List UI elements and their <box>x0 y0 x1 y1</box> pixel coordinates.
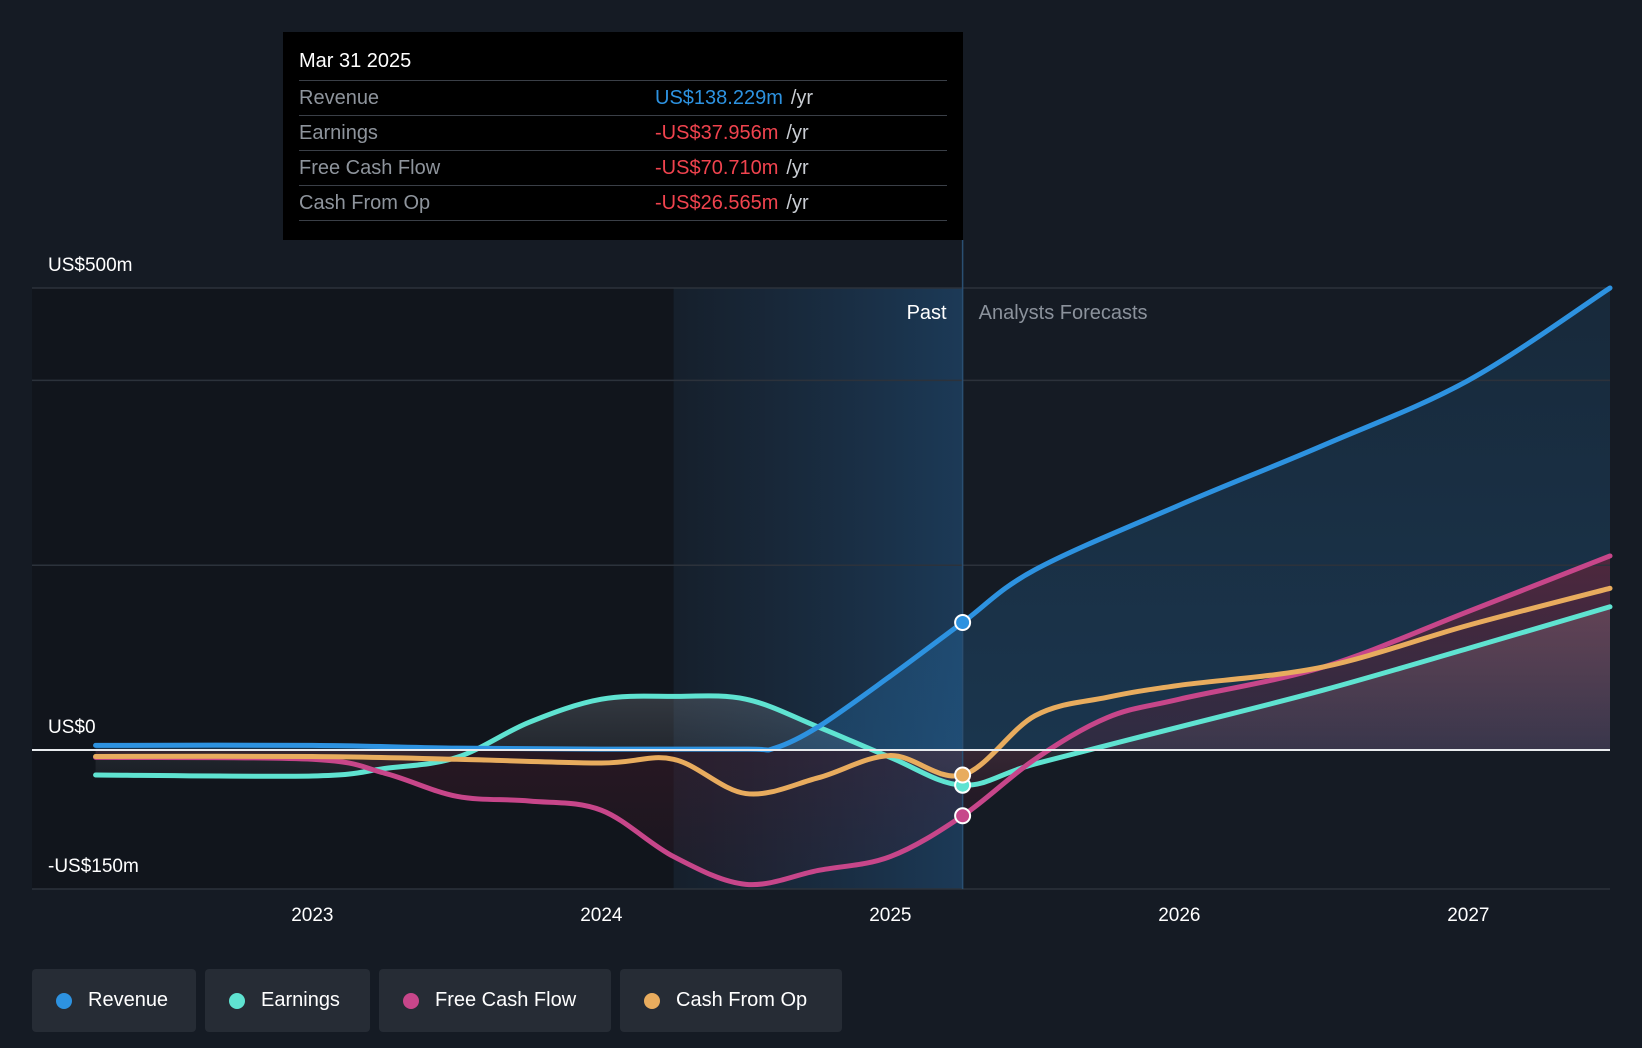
x-tick-label: 2026 <box>1158 905 1200 926</box>
free-cash-flow-marker <box>954 807 972 825</box>
tooltip: Mar 31 2025 Revenue US$138.229m /yr Earn… <box>283 32 963 240</box>
legend-label: Earnings <box>261 989 340 1011</box>
legend-item-earnings[interactable]: Earnings <box>205 969 370 1032</box>
revenue-marker <box>954 613 972 631</box>
x-tick-label: 2027 <box>1447 905 1489 926</box>
series-lines <box>93 285 1613 888</box>
gridlines <box>32 287 1610 890</box>
x-axis-labels: 2023 2024 2025 2026 2027 <box>291 905 1489 926</box>
tooltip-label: Earnings <box>299 122 378 144</box>
tooltip-value: -US$70.710m <box>655 157 779 179</box>
revenue-area <box>95 288 1611 751</box>
tooltip-unit: /yr <box>786 122 809 144</box>
y-tick-label: US$500m <box>48 255 133 276</box>
tooltip-value: -US$37.956m <box>655 122 779 144</box>
legend-label: Revenue <box>88 989 169 1011</box>
tooltip-unit: /yr <box>790 87 814 109</box>
forecast-label: Analysts Forecasts <box>979 302 1148 324</box>
earnings-dot-icon <box>229 992 245 1009</box>
x-tick-label: 2023 <box>291 905 333 926</box>
revenue-line <box>93 285 1613 753</box>
legend: Revenue Earnings Free Cash Flow Cash Fro… <box>32 969 842 1032</box>
y-tick-label: -US$150m <box>48 856 139 877</box>
tooltip-unit: /yr <box>786 192 809 214</box>
tooltip-row-cash-from-op: Cash From Op -US$26.565m /yr <box>299 186 947 221</box>
tooltip-value: US$138.229m <box>655 87 783 109</box>
revenue-dot-icon <box>56 992 72 1009</box>
x-tick-label: 2024 <box>580 905 623 926</box>
tooltip-row-free-cash-flow: Free Cash Flow -US$70.710m /yr <box>299 151 947 186</box>
legend-item-revenue[interactable]: Revenue <box>32 969 196 1032</box>
free-cash-flow-dot-icon <box>403 992 419 1009</box>
cash-from-op-line <box>93 585 1613 797</box>
x-tick-label: 2025 <box>869 905 911 926</box>
negative-area <box>95 555 1611 885</box>
tooltip-label: Free Cash Flow <box>299 157 441 179</box>
tooltip-label: Cash From Op <box>299 192 431 214</box>
tooltip-row-revenue: Revenue US$138.229m /yr <box>299 81 947 116</box>
tooltip-label: Revenue <box>299 87 380 109</box>
legend-label: Free Cash Flow <box>435 989 577 1011</box>
cash-from-op-dot-icon <box>644 992 660 1009</box>
tooltip-value: -US$26.565m <box>655 192 779 214</box>
tooltip-markers <box>954 613 972 825</box>
tooltip-row-earnings: Earnings -US$37.956m /yr <box>299 116 947 151</box>
tooltip-date: Mar 31 2025 <box>299 46 947 81</box>
past-label: Past <box>907 302 947 324</box>
tooltip-unit: /yr <box>786 157 809 179</box>
legend-item-free-cash-flow[interactable]: Free Cash Flow <box>379 969 611 1032</box>
y-axis-labels: US$500m US$0 -US$150m <box>48 255 139 877</box>
legend-item-cash-from-op[interactable]: Cash From Op <box>620 969 842 1032</box>
cash-from-op-marker <box>954 766 972 784</box>
legend-label: Cash From Op <box>676 989 808 1011</box>
y-tick-label: US$0 <box>48 717 96 738</box>
